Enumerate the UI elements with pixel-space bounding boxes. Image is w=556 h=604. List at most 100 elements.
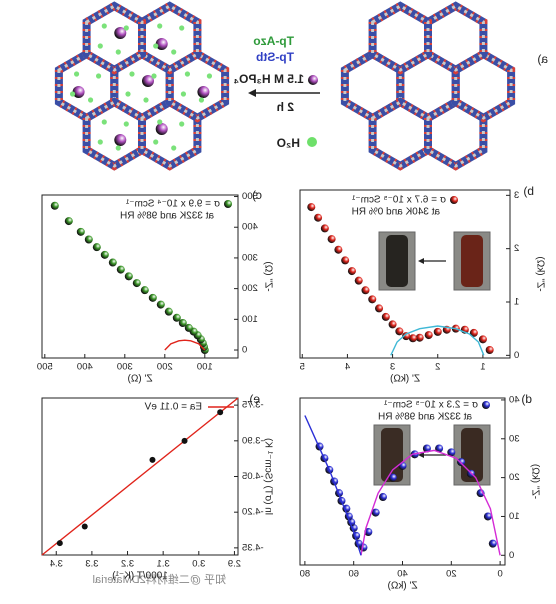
water-molecule [101, 119, 107, 125]
legend-label: σ = 6.7 x 10⁻⁵ Scm⁻¹ [351, 195, 446, 206]
water-molecule [69, 91, 76, 97]
y-tick-label: 40 [509, 394, 520, 405]
plot-frame [299, 189, 511, 359]
y-tick-label: -4.35 [242, 542, 264, 553]
framework-ring [82, 1, 146, 75]
y-tick-label: 0 [242, 345, 247, 356]
data-point [84, 235, 93, 244]
fit-line [304, 415, 362, 556]
panel-label: d) [521, 392, 532, 406]
legend-marker [224, 200, 232, 208]
acid-molecule [155, 38, 168, 50]
data-point [184, 323, 193, 332]
panel-label: c) [252, 188, 262, 202]
data-point [415, 333, 424, 342]
y-tick-label: 400 [242, 222, 258, 233]
reagent-label: Tp-Azo [253, 34, 294, 48]
inset-arrow-head [418, 258, 424, 264]
y-axis-label: ln (σT) (Scm⁻¹ K) [262, 438, 273, 515]
time-label: 2 h [277, 100, 294, 114]
inset-arrow-head [418, 452, 424, 458]
x-tick-label: 300 [117, 362, 133, 373]
y-tick-label: 10 [509, 511, 520, 522]
annotation: at 340K and 0% RH [352, 207, 440, 218]
water-molecule [206, 73, 213, 79]
acid-molecule [197, 86, 210, 98]
water-molecule [125, 91, 131, 97]
water-molecule [179, 25, 185, 31]
annotation: at 332K and 98% RH [120, 211, 214, 222]
data-point [132, 279, 141, 288]
data-point [361, 286, 370, 295]
y-tick-label: -3.90 [242, 435, 264, 446]
data-point [488, 539, 497, 548]
water-molecule [198, 97, 205, 103]
data-point [424, 331, 433, 340]
legend-label: σ = 2.3 x 10⁻⁵ Scm⁻¹ [383, 400, 478, 411]
water-molecule [157, 119, 163, 125]
plot-frame [41, 194, 239, 359]
y-tick-label: 3 [514, 190, 519, 201]
data-point [217, 409, 224, 416]
data-point [447, 448, 456, 457]
data-point [334, 245, 343, 254]
y-tick-label: 200 [242, 283, 258, 294]
x-tick-label: 2.9 [228, 559, 241, 570]
data-point [92, 243, 101, 252]
x-tick-label: 40 [397, 569, 408, 580]
y-tick-label: 20 [509, 472, 520, 483]
data-point [485, 346, 494, 354]
x-tick-label: 3.2 [121, 559, 134, 570]
water-molecule [73, 71, 80, 77]
x-tick-label: 500 [37, 362, 53, 373]
x-tick-label: 3.1 [157, 559, 170, 570]
water-molecule [115, 145, 121, 151]
vial [386, 235, 408, 287]
x-axis-label: Z' (Ω) [128, 374, 153, 385]
water-molecule [115, 49, 121, 55]
water-molecule [153, 139, 159, 145]
x-axis-label: 1000/T (K⁻¹) [112, 571, 168, 582]
data-point [181, 437, 188, 444]
x-tick-label: 100 [197, 362, 213, 373]
legend-marker [450, 196, 458, 204]
y-axis-label: -Z'' (kΩ) [534, 256, 545, 291]
data-point [375, 304, 384, 313]
acid-molecule [155, 123, 168, 135]
annotation: at 332K and 98% RH [378, 412, 472, 423]
acid-molecule [72, 86, 85, 98]
panel-label: a) [537, 52, 548, 66]
panel-label: b) [523, 184, 534, 198]
x-tick-label: 1 [480, 362, 485, 373]
vial [381, 428, 403, 482]
data-point [124, 272, 133, 281]
data-point [395, 327, 404, 336]
water-icon [307, 137, 317, 147]
data-point [364, 527, 373, 536]
x-tick-label: 400 [77, 362, 93, 373]
water-molecule [101, 23, 107, 29]
water-molecule [180, 91, 187, 97]
x-tick-label: 5 [300, 362, 305, 373]
x-tick-label: 200 [157, 362, 173, 373]
x-tick-label: 20 [446, 569, 457, 580]
x-axis-label: Z' (kΩ) [388, 581, 418, 592]
data-point [327, 235, 336, 244]
data-point [341, 256, 350, 265]
y-tick-label: -3.75 [242, 400, 264, 411]
y-tick-label: 500 [242, 191, 258, 202]
watermark: 知乎 @二维材料2DMaterial [93, 572, 226, 586]
water-molecule [179, 121, 185, 127]
data-point [307, 203, 316, 212]
legend-label: σ = 9.9 x 10⁻⁴ Scm⁻¹ [125, 199, 220, 210]
data-point [320, 224, 329, 233]
data-point [388, 320, 397, 329]
water-molecule [97, 139, 103, 145]
y-tick-label: 30 [509, 433, 520, 444]
panel-label: e) [249, 392, 260, 406]
y-tick-label: 0 [509, 550, 514, 561]
data-point [422, 444, 431, 453]
